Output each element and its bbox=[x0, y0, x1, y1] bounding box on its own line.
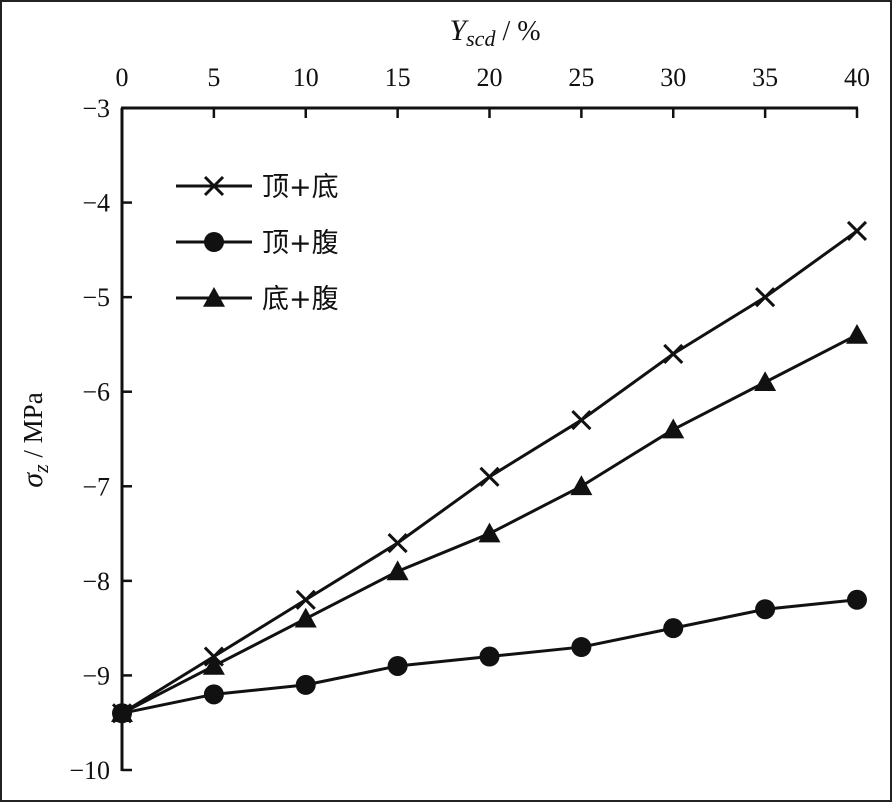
data-point bbox=[295, 674, 316, 695]
data-point bbox=[203, 684, 224, 705]
y-axis-title-unit: / MPa bbox=[18, 392, 48, 464]
y-tick-label: −3 bbox=[82, 94, 110, 123]
y-axis-title-subscript: z bbox=[28, 464, 53, 474]
x-axis-title-symbol: Y bbox=[449, 14, 469, 47]
marker-stroke bbox=[387, 532, 408, 554]
y-tick-label: −5 bbox=[82, 283, 110, 312]
legend-label: 顶+腹 bbox=[262, 228, 339, 259]
marker-stroke bbox=[295, 589, 316, 610]
x-axis-title: Yscd / % bbox=[449, 14, 540, 51]
data-point bbox=[755, 599, 776, 620]
legend-marker bbox=[203, 175, 225, 197]
x-tick-label: 0 bbox=[116, 63, 129, 92]
marker-stroke bbox=[755, 287, 776, 308]
data-point bbox=[663, 618, 684, 639]
x-tick-label: 25 bbox=[568, 63, 594, 92]
data-point bbox=[662, 418, 685, 439]
data-point bbox=[479, 646, 500, 667]
marker-stroke bbox=[203, 175, 225, 197]
y-axis-title: σz / MPa bbox=[16, 392, 53, 487]
legend-marker bbox=[203, 287, 225, 307]
y-tick-label: −8 bbox=[82, 567, 110, 596]
series-2 bbox=[112, 589, 867, 724]
data-point bbox=[386, 560, 409, 581]
legend-label: 顶+底 bbox=[262, 172, 339, 203]
series-line bbox=[121, 229, 858, 715]
y-tick-label: −10 bbox=[69, 756, 110, 785]
legend-item-2: 顶+腹 bbox=[176, 228, 339, 259]
x-tick-label: 15 bbox=[385, 63, 411, 92]
legend-item-1: 顶+底 bbox=[176, 172, 339, 203]
data-point bbox=[479, 466, 500, 487]
data-point bbox=[111, 702, 133, 723]
x-tick-label: 20 bbox=[477, 63, 503, 92]
legend-label: 底+腹 bbox=[262, 284, 339, 315]
x-tick-label: 5 bbox=[207, 63, 220, 92]
data-point bbox=[847, 589, 867, 610]
data-point bbox=[571, 637, 592, 658]
data-point bbox=[846, 220, 868, 242]
data-point bbox=[478, 522, 501, 543]
x-tick-label: 35 bbox=[752, 63, 778, 92]
data-point bbox=[202, 654, 225, 675]
marker-stroke bbox=[479, 466, 500, 487]
series-3 bbox=[111, 323, 868, 723]
x-axis-title-unit: / % bbox=[495, 16, 540, 47]
axes: 0 5 10 15 20 25 30 35 40 −3 −4 −5 −6 −7 −8 −9 −10 bbox=[69, 63, 870, 785]
data-point bbox=[570, 475, 593, 496]
series-layer bbox=[111, 220, 868, 724]
data-point bbox=[754, 371, 777, 392]
x-axis-title-subscript: scd bbox=[466, 26, 496, 51]
y-tick-label: −9 bbox=[82, 661, 110, 690]
x-tick-label: 40 bbox=[844, 63, 870, 92]
y-tick-label: −6 bbox=[82, 378, 110, 407]
legend-marker bbox=[204, 232, 224, 252]
x-tick-label: 30 bbox=[660, 63, 686, 92]
legend-item-3: 底+腹 bbox=[176, 284, 339, 315]
data-point bbox=[846, 323, 868, 344]
y-tick-label: −7 bbox=[82, 472, 110, 501]
data-point bbox=[387, 532, 408, 554]
data-point bbox=[663, 343, 684, 364]
data-point bbox=[387, 655, 408, 676]
data-point bbox=[755, 287, 776, 308]
data-point bbox=[571, 410, 592, 431]
x-tick-label: 10 bbox=[293, 63, 319, 92]
y-tick-label: −4 bbox=[82, 189, 110, 218]
marker-stroke bbox=[571, 410, 592, 431]
data-point bbox=[295, 589, 316, 610]
y-axis-title-symbol: σ bbox=[16, 472, 49, 488]
marker-stroke bbox=[663, 343, 684, 364]
marker-stroke bbox=[846, 220, 868, 242]
data-point bbox=[294, 607, 317, 628]
legend: 顶+底顶+腹底+腹 bbox=[176, 172, 339, 315]
